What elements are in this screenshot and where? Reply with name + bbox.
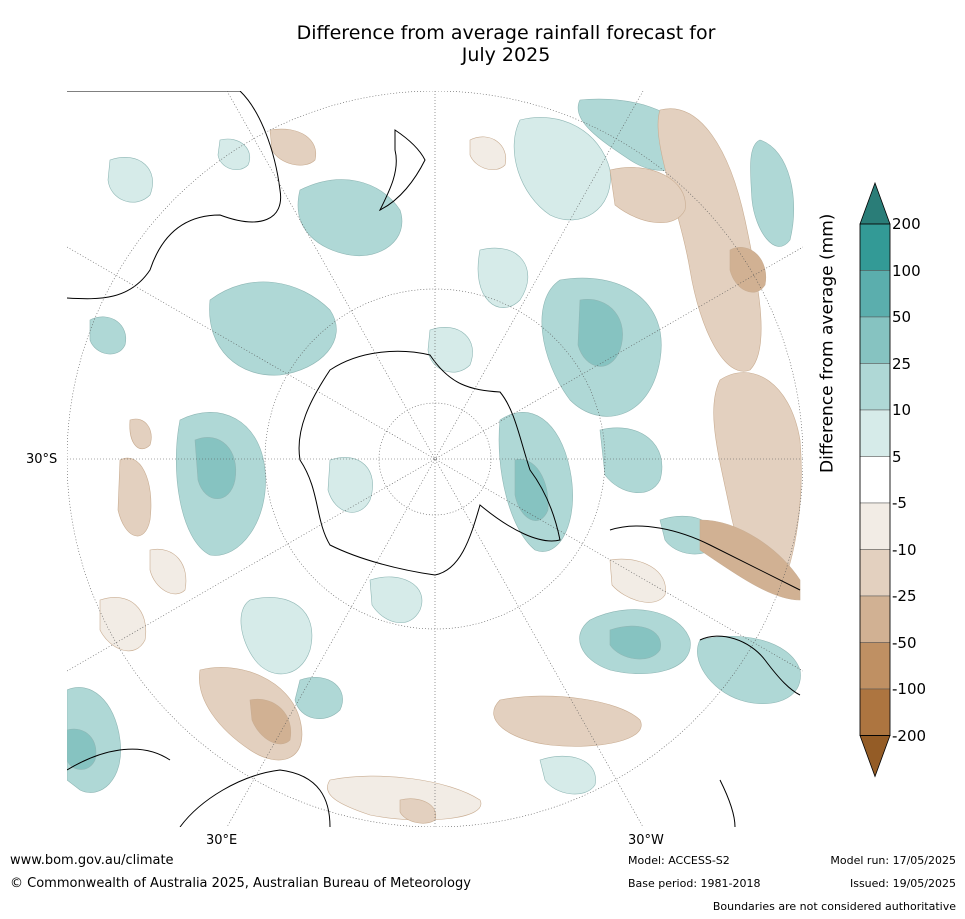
colorbar-tick-label: 25 — [892, 354, 912, 373]
colorbar-segment — [859, 642, 891, 690]
colorbar-tick-label: -10 — [892, 540, 917, 559]
footer-copyright: © Commonwealth of Australia 2025, Austra… — [10, 876, 471, 891]
colorbar-segment — [859, 595, 891, 643]
footer-disclaimer: Boundaries are not considered authoritat… — [712, 900, 956, 913]
colorbar-tick-label: -5 — [892, 494, 907, 512]
colorbar-segment — [859, 549, 891, 597]
colorbar-segment — [859, 456, 891, 504]
title-line-2: July 2025 — [461, 44, 551, 66]
colorbar-tick-label: -200 — [892, 726, 927, 745]
graticule — [67, 91, 803, 827]
lat-label-30s: 30°S — [26, 452, 58, 467]
lon-label-30w: 30°W — [628, 833, 664, 848]
colorbar-tick-label: -50 — [892, 633, 917, 652]
colorbar-tick-label: 5 — [892, 447, 902, 466]
footer-issued: Issued: 19/05/2025 — [849, 877, 956, 890]
colorbar-tick-label: 100 — [892, 261, 921, 280]
coastlines — [67, 91, 801, 827]
map-area — [67, 91, 803, 827]
footer-model: Model: ACCESS-S2 — [628, 854, 730, 867]
colorbar-outline — [859, 223, 891, 736]
colorbar-segment — [859, 270, 891, 318]
colorbar-segment — [859, 502, 891, 550]
colorbar — [859, 181, 891, 778]
footer-website: www.bom.gov.au/climate — [10, 853, 174, 868]
colorbar-tick-label: 50 — [892, 308, 912, 326]
footer-model-run: Model run: 17/05/2025 — [830, 854, 956, 867]
colorbar-segment — [859, 316, 891, 364]
title-line-1: Difference from average rainfall forecas… — [296, 22, 716, 44]
colorbar-extend-bottom — [859, 735, 891, 778]
drier-regions — [99, 108, 802, 824]
colorbar-title: Difference from average (mm) — [817, 213, 838, 473]
colorbar-tick-label: -100 — [892, 680, 927, 698]
colorbar-segment — [859, 409, 891, 457]
wetter-regions — [67, 98, 801, 795]
colorbar-tick-label: 200 — [892, 215, 921, 233]
map-title: Difference from average rainfall forecas… — [200, 22, 812, 66]
colorbar-segment — [859, 363, 891, 411]
colorbar-tick-label: 10 — [892, 401, 912, 419]
colorbar-segment — [859, 223, 891, 271]
colorbar-segment — [859, 688, 891, 736]
lon-label-30e: 30°E — [206, 833, 238, 848]
colorbar-extend-top — [859, 181, 891, 225]
colorbar-tick-label: -25 — [892, 587, 917, 605]
footer-base-period: Base period: 1981-2018 — [628, 877, 761, 890]
